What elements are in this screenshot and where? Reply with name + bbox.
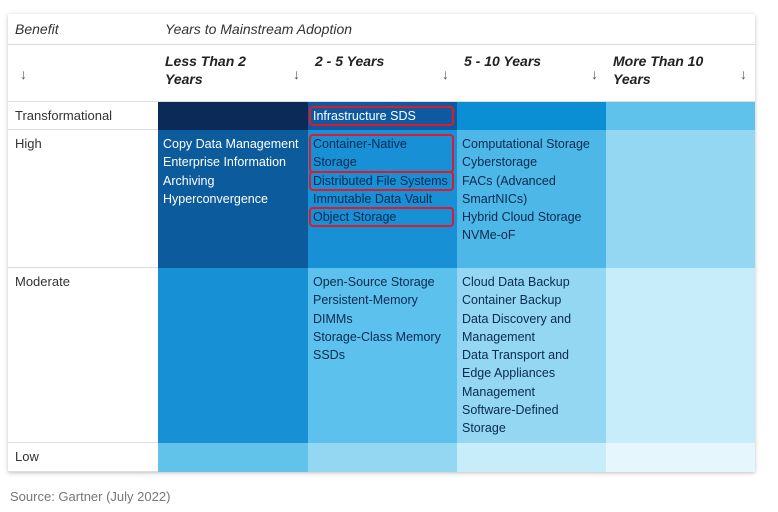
matrix-cell: Container-Native Storage Distributed File… [308, 130, 457, 268]
technology-item[interactable]: Data Transport and Edge Appliances Manag… [462, 348, 570, 399]
technology-item[interactable]: Persistent-Memory DIMMs [313, 293, 418, 326]
technology-item[interactable]: Object Storage [309, 207, 454, 228]
matrix-cell: Infrastructure SDS [308, 102, 457, 130]
technology-item[interactable]: Open-Source Storage [313, 275, 435, 289]
technology-item[interactable]: Container Backup [462, 293, 562, 308]
matrix-title: Years to Mainstream Adoption [158, 14, 755, 45]
sort-arrow: ↓ [293, 66, 300, 82]
technology-item[interactable]: Software-Defined Storage [462, 403, 559, 436]
priority-matrix: Benefit Years to Mainstream Adoption ↓ L… [8, 14, 755, 472]
technology-item[interactable]: Copy Data Management [163, 137, 299, 151]
column-title: 5 - 10 Years [464, 53, 542, 69]
technology-item[interactable]: NVMe-oF [462, 228, 516, 243]
matrix-cell: Open-Source Storage Persistent-Memory DIM… [308, 268, 457, 443]
technology-item[interactable]: Distributed File Systems [309, 170, 454, 192]
row-label: Moderate [8, 268, 158, 443]
column-header[interactable]: 5 - 10 Years ↓ [457, 45, 606, 102]
benefit-header: Benefit [8, 14, 158, 45]
row-label: Transformational [8, 102, 158, 130]
column-title: Less Than 2 Years [165, 53, 246, 87]
row-label: High [8, 130, 158, 268]
matrix-cell [457, 443, 606, 472]
column-header[interactable]: Less Than 2 Years ↓ [158, 45, 308, 102]
matrix-cell [606, 443, 755, 472]
sort-arrow: ↓ [442, 66, 449, 82]
technology-item[interactable]: Storage-Class Memory SSDs [313, 329, 441, 363]
sort-arrow: ↓ [740, 66, 747, 82]
matrix-cell [308, 443, 457, 472]
technology-item[interactable]: Data Discovery and Management [462, 311, 572, 344]
matrix-cell [457, 102, 606, 130]
technology-item[interactable]: Cyberstorage [462, 155, 538, 170]
column-header[interactable]: More Than 10 Years ↓ [606, 45, 755, 102]
technology-item[interactable]: FACs (Advanced SmartNICs) [462, 173, 556, 206]
sort-arrow: ↓ [591, 66, 598, 82]
source-note: Source: Gartner (July 2022) [10, 489, 171, 504]
matrix-cell [606, 130, 755, 268]
matrix-cell: Cloud Data Backup Container Backup Data Di… [457, 268, 606, 443]
technology-item[interactable]: Cloud Data Backup [462, 275, 570, 289]
matrix-cell [158, 268, 308, 443]
technology-item[interactable]: Hyperconvergence [163, 191, 268, 206]
technology-item[interactable]: Container-Native Storage [309, 134, 454, 173]
column-title: More Than 10 Years [613, 53, 704, 87]
matrix-cell: Copy Data Management Enterprise Informati… [158, 130, 308, 268]
row-label: Low [8, 443, 158, 472]
matrix-cell: Computational Storage Cyberstorage FACs (A… [457, 130, 606, 268]
matrix-cell [158, 443, 308, 472]
matrix-cell [606, 268, 755, 443]
technology-item[interactable]: Enterprise Information Archiving [163, 155, 286, 188]
matrix-cell [158, 102, 308, 130]
technology-item[interactable]: Computational Storage [462, 137, 590, 151]
technology-item[interactable]: Immutable Data Vault [313, 191, 433, 206]
technology-item[interactable]: Infrastructure SDS [309, 105, 454, 127]
matrix-cell [606, 102, 755, 130]
column-title: 2 - 5 Years [315, 53, 385, 69]
column-header[interactable]: 2 - 5 Years ↓ [308, 45, 457, 102]
benefit-sort[interactable]: ↓ [8, 45, 158, 102]
technology-item[interactable]: Hybrid Cloud Storage [462, 210, 582, 225]
